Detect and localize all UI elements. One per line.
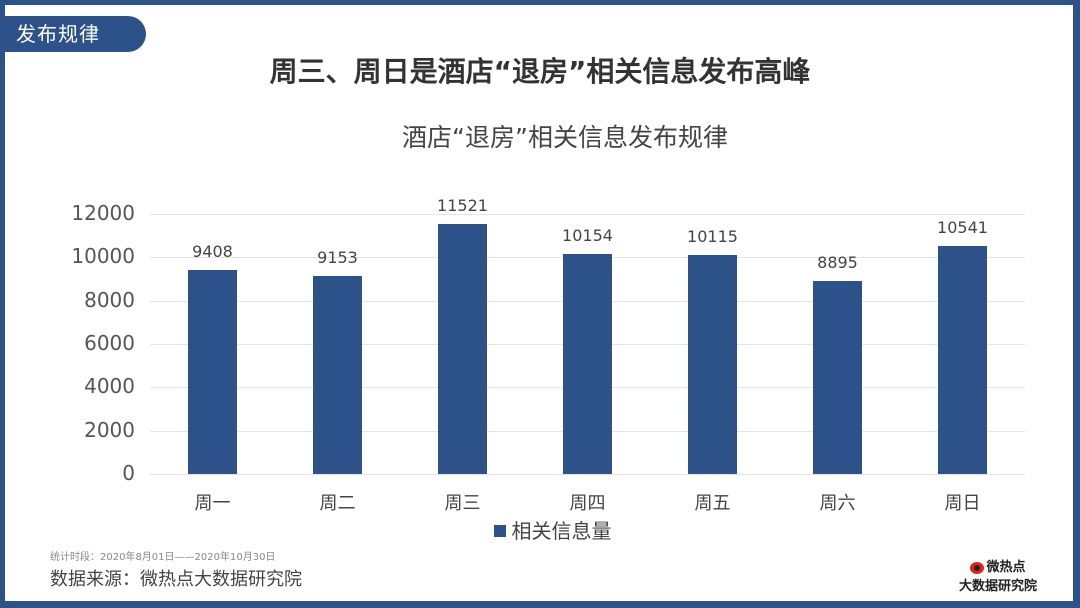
y-tick-label: 6000 [84, 331, 135, 355]
legend: 相关信息量 [0, 515, 1080, 544]
slide-frame [5, 5, 1073, 601]
logo: 微热点 大数据研究院 [948, 556, 1048, 594]
bar [813, 281, 862, 474]
logo-line2: 大数据研究院 [958, 579, 1037, 594]
x-tick-label: 周六 [819, 493, 856, 514]
statistics-period: 统计时段：2020年8月01日——2020年10月30日 [50, 552, 276, 563]
data-label: 9408 [192, 242, 233, 262]
legend-swatch [493, 524, 506, 537]
logo-line1: 微热点 [986, 560, 1026, 575]
data-source: 数据来源：微热点大数据研究院 [50, 569, 302, 590]
bar [313, 275, 362, 474]
bar [438, 224, 487, 474]
bar [188, 270, 237, 474]
data-label: 9153 [317, 247, 358, 267]
data-label: 10115 [687, 226, 738, 246]
chart-title: 酒店“退房”相关信息发布规律 [402, 123, 728, 152]
section-tag: 发布规律 [0, 16, 146, 52]
x-tick-label: 周一 [194, 493, 231, 514]
x-tick-label: 周日 [944, 493, 981, 514]
x-tick-label: 周五 [694, 493, 731, 514]
y-tick-label: 10000 [71, 244, 135, 269]
gridline [150, 214, 1025, 215]
data-label: 8895 [817, 253, 858, 273]
x-tick-label: 周四 [569, 493, 606, 514]
slide-headline: 周三、周日是酒店“退房”相关信息发布高峰 [269, 55, 811, 88]
bar [938, 245, 987, 474]
y-tick-label: 8000 [84, 287, 135, 312]
x-tick-label: 周二 [319, 493, 356, 514]
bar [688, 254, 737, 474]
y-tick-label: 2000 [84, 417, 135, 442]
legend-label: 相关信息量 [511, 519, 612, 543]
x-tick-label: 周三 [444, 493, 481, 514]
data-label: 11521 [437, 196, 488, 216]
weibo-eye-icon [970, 561, 985, 574]
y-tick-label: 4000 [84, 374, 135, 399]
bar [563, 253, 612, 474]
data-label: 10541 [937, 217, 988, 237]
gridline [150, 474, 1025, 475]
y-tick-label: 0 [122, 461, 135, 485]
y-tick-label: 12000 [71, 201, 135, 225]
data-label: 10154 [562, 225, 613, 245]
